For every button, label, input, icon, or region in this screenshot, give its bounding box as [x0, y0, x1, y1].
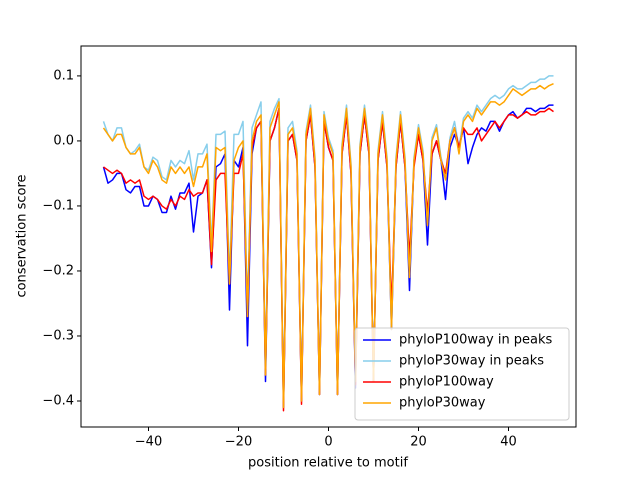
plot-area [102, 75, 554, 412]
legend-label: phyloP100way in peaks [399, 333, 553, 348]
x-tick-label: −20 [225, 435, 252, 450]
legend-box [354, 327, 570, 421]
series-line [102, 83, 554, 409]
y-tick-label: 0.0 [53, 133, 74, 148]
x-tick-label: 20 [410, 435, 427, 450]
y-tick-label: −0.2 [42, 263, 74, 278]
x-tick-label: 40 [500, 435, 517, 450]
legend-label: phyloP30way [399, 396, 486, 411]
y-tick-label: −0.4 [42, 393, 74, 408]
y-axis-label: conservation score [15, 174, 30, 297]
legend-label: phyloP30way in peaks [399, 354, 544, 369]
legend-label: phyloP100way [399, 375, 494, 390]
x-axis-label: position relative to motif [248, 456, 408, 471]
y-tick-label: −0.3 [42, 328, 74, 343]
x-tick-label: 0 [324, 435, 332, 450]
series-line [103, 107, 554, 412]
y-tick-label: 0.1 [53, 68, 74, 83]
y-tick-label: −0.1 [42, 198, 74, 213]
x-tick-label: −40 [135, 435, 162, 450]
